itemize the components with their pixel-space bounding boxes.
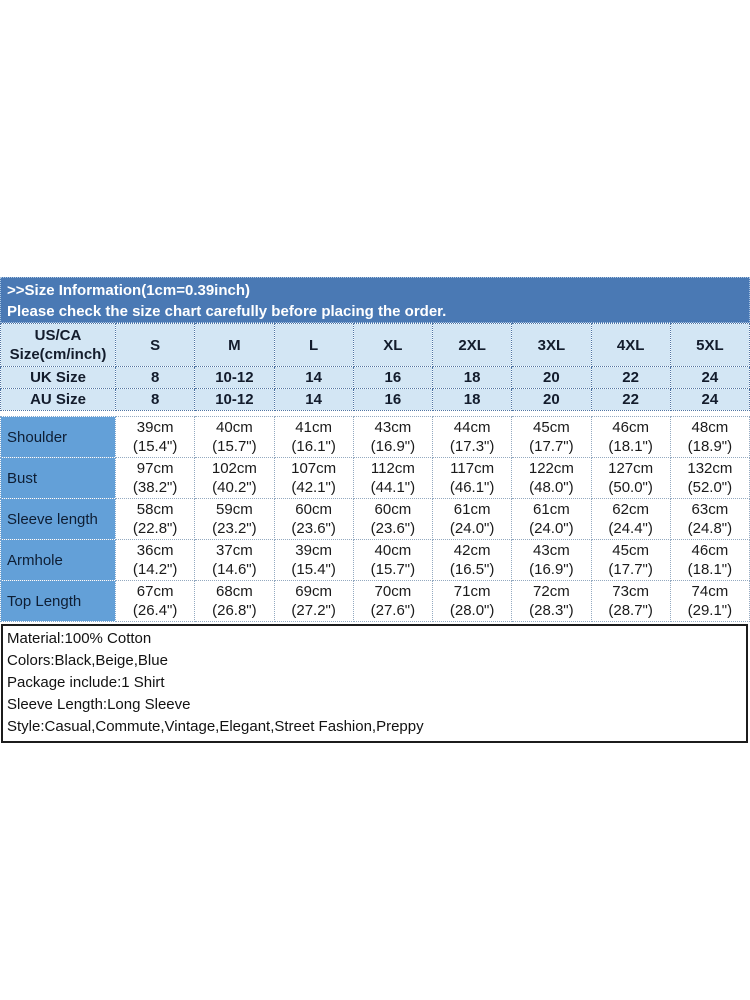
au-size-cell: 14 <box>273 388 354 411</box>
measure-label-armhole: Armhole <box>0 539 116 581</box>
measure-value: 45cm (17.7") <box>590 539 671 581</box>
measure-value: 59cm (23.2") <box>194 498 275 540</box>
size-conversion-table: US/CA Size(cm/inch) S M L XL 2XL 3XL 4XL… <box>0 323 750 411</box>
size-info-banner: >>Size Information(1cm=0.39inch) Please … <box>0 277 750 323</box>
detail-material: Material:100% Cotton <box>7 630 152 647</box>
size-col-header-4xl: 4XL <box>590 323 671 367</box>
banner-subtitle: Please check the size chart carefully be… <box>7 303 447 320</box>
measure-value: 102cm (40.2") <box>194 457 275 499</box>
au-size-cell: 20 <box>511 388 592 411</box>
measure-value: 48cm (18.9") <box>669 416 750 458</box>
measure-value: 70cm (27.6") <box>352 580 434 622</box>
size-col-header-3xl: 3XL <box>511 323 592 367</box>
measure-label-top-length: Top Length <box>0 580 116 622</box>
detail-colors: Colors:Black,Beige,Blue <box>7 652 168 669</box>
measure-value: 112cm (44.1") <box>352 457 434 499</box>
uk-size-label: UK Size <box>0 366 116 389</box>
size-info-image: >>Size Information(1cm=0.39inch) Please … <box>0 277 750 743</box>
measure-value: 43cm (16.9") <box>511 539 592 581</box>
measure-value: 127cm (50.0") <box>590 457 671 499</box>
uk-size-cell: 18 <box>431 366 513 389</box>
uk-size-cell: 22 <box>590 366 671 389</box>
size-col-header-s: S <box>114 323 196 367</box>
size-col-header-2xl: 2XL <box>431 323 513 367</box>
detail-style: Style:Casual,Commute,Vintage,Elegant,Str… <box>7 718 424 735</box>
measure-value: 69cm (27.2") <box>273 580 354 622</box>
measure-value: 41cm (16.1") <box>273 416 354 458</box>
measure-value: 71cm (28.0") <box>431 580 513 622</box>
measure-value: 132cm (52.0") <box>669 457 750 499</box>
table-row-sleeve-length: Sleeve length 58cm (22.8") 59cm (23.2") … <box>0 498 750 540</box>
measure-label-bust: Bust <box>0 457 116 499</box>
measure-value: 37cm (14.6") <box>194 539 275 581</box>
measure-value: 68cm (26.8") <box>194 580 275 622</box>
measure-value: 117cm (46.1") <box>431 457 513 499</box>
uk-size-cell: 24 <box>669 366 750 389</box>
uk-size-cell: 10-12 <box>194 366 275 389</box>
measure-value: 36cm (14.2") <box>114 539 196 581</box>
measure-value: 107cm (42.1") <box>273 457 354 499</box>
measure-value: 60cm (23.6") <box>273 498 354 540</box>
table-row-armhole: Armhole 36cm (14.2") 37cm (14.6") 39cm (… <box>0 539 750 581</box>
size-col-header-l: L <box>273 323 354 367</box>
detail-package-include: Package include:1 Shirt <box>7 674 165 691</box>
measure-value: 74cm (29.1") <box>669 580 750 622</box>
measure-value: 72cm (28.3") <box>511 580 592 622</box>
size-col-header-xl: XL <box>352 323 434 367</box>
table-row-top-length: Top Length 67cm (26.4") 68cm (26.8") 69c… <box>0 580 750 622</box>
measure-value: 40cm (15.7") <box>194 416 275 458</box>
measure-value: 60cm (23.6") <box>352 498 434 540</box>
table-row-bust: Bust 97cm (38.2") 102cm (40.2") 107cm (4… <box>0 457 750 499</box>
table-section-gap <box>0 411 750 416</box>
measure-value: 58cm (22.8") <box>114 498 196 540</box>
measure-value: 44cm (17.3") <box>431 416 513 458</box>
au-size-cell: 18 <box>431 388 513 411</box>
au-size-label: AU Size <box>0 388 116 411</box>
measure-value: 122cm (48.0") <box>511 457 592 499</box>
measure-value: 97cm (38.2") <box>114 457 196 499</box>
measure-value: 73cm (28.7") <box>590 580 671 622</box>
measure-value: 61cm (24.0") <box>431 498 513 540</box>
measure-value: 61cm (24.0") <box>511 498 592 540</box>
au-size-cell: 16 <box>352 388 434 411</box>
uk-size-cell: 20 <box>511 366 592 389</box>
measurements-table: Shoulder 39cm (15.4") 40cm (15.7") 41cm … <box>0 416 750 622</box>
measure-value: 67cm (26.4") <box>114 580 196 622</box>
measure-value: 42cm (16.5") <box>431 539 513 581</box>
detail-sleeve-length: Sleeve Length:Long Sleeve <box>7 696 191 713</box>
au-size-cell: 24 <box>669 388 750 411</box>
table-row-uk: UK Size 8 10-12 14 16 18 20 22 24 <box>0 366 750 389</box>
au-size-cell: 8 <box>114 388 196 411</box>
measure-label-sleeve-length: Sleeve length <box>0 498 116 540</box>
measure-value: 39cm (15.4") <box>273 539 354 581</box>
banner-title: >>Size Information(1cm=0.39inch) <box>7 282 250 299</box>
measure-value: 62cm (24.4") <box>590 498 671 540</box>
measure-value: 40cm (15.7") <box>352 539 434 581</box>
measure-label-shoulder: Shoulder <box>0 416 116 458</box>
uk-size-cell: 8 <box>114 366 196 389</box>
measure-value: 39cm (15.4") <box>114 416 196 458</box>
uk-size-cell: 16 <box>352 366 434 389</box>
table-row-us-ca: US/CA Size(cm/inch) S M L XL 2XL 3XL 4XL… <box>0 323 750 367</box>
table-row-au: AU Size 8 10-12 14 16 18 20 22 24 <box>0 388 750 411</box>
product-details-box: Material:100% Cotton Colors:Black,Beige,… <box>1 624 748 743</box>
uk-size-cell: 14 <box>273 366 354 389</box>
size-unit-header: US/CA Size(cm/inch) <box>0 323 116 367</box>
au-size-cell: 10-12 <box>194 388 275 411</box>
measure-value: 46cm (18.1") <box>669 539 750 581</box>
table-row-shoulder: Shoulder 39cm (15.4") 40cm (15.7") 41cm … <box>0 416 750 458</box>
au-size-cell: 22 <box>590 388 671 411</box>
measure-value: 46cm (18.1") <box>590 416 671 458</box>
measure-value: 43cm (16.9") <box>352 416 434 458</box>
size-col-header-m: M <box>194 323 275 367</box>
measure-value: 63cm (24.8") <box>669 498 750 540</box>
size-col-header-5xl: 5XL <box>669 323 750 367</box>
measure-value: 45cm (17.7") <box>511 416 592 458</box>
